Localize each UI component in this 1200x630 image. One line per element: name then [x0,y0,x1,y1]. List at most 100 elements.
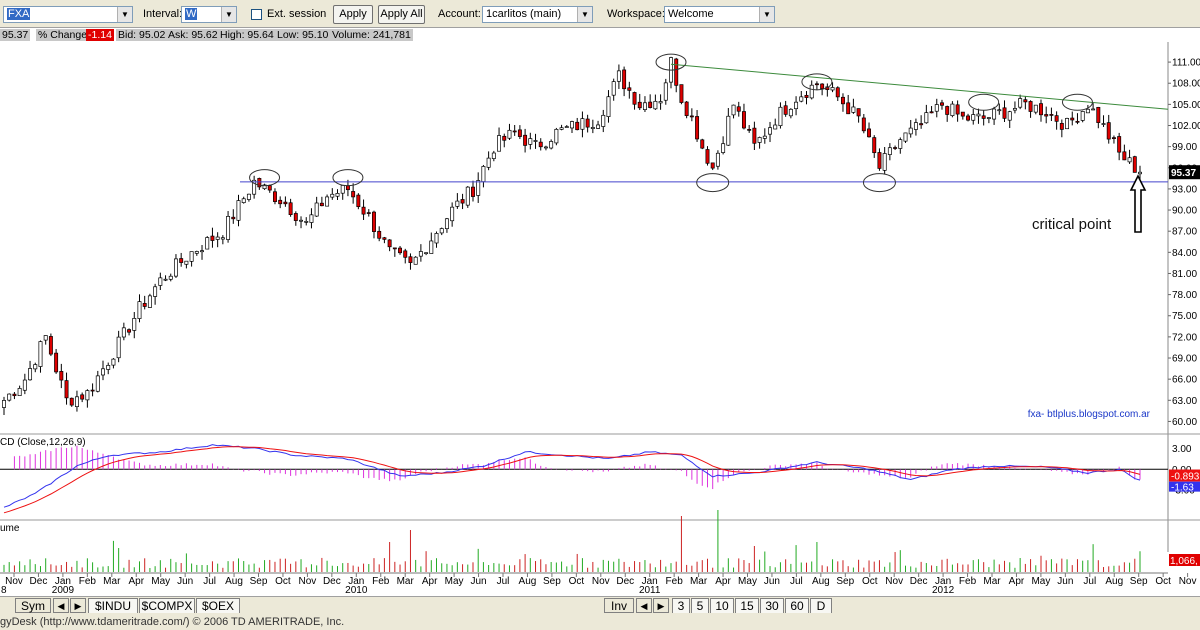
candle-body [590,127,595,129]
macd-pane: 3.000.00-3.00-0.893-1.63 [0,444,1200,521]
signal-value-box [1169,469,1200,482]
candle-body [319,202,324,207]
candle-body [116,336,121,359]
chart-area[interactable]: 111.00108.00105.00102.0099.0096.0093.009… [0,42,1200,596]
price-candle [137,294,142,323]
price-candle [200,244,204,260]
price-candle [12,392,17,400]
price-candle [95,370,100,393]
candle-body [512,130,517,133]
price-candle [585,114,590,133]
price-candle [674,57,679,93]
period-15[interactable]: 15 [735,598,759,613]
interval-combo[interactable]: W ▼ [181,6,237,23]
apply-button[interactable]: Apply [333,5,373,24]
price-candle [762,128,767,144]
candle-body [434,233,439,244]
account-combo[interactable]: 1carlitos (main) ▼ [482,6,593,23]
candle-body [54,352,59,373]
period-next-button[interactable]: ▶ [653,598,669,613]
symbol-combo[interactable]: FXA ▼ [3,6,133,23]
price-tick-label: 90.00 [1172,206,1197,217]
candle-body [1122,151,1127,161]
price-candle [887,143,892,161]
candle-body [59,371,64,381]
workspace-combo[interactable]: Welcome ▼ [664,6,775,23]
sym-button[interactable]: Sym [15,598,51,613]
month-label: Jun [1057,576,1073,587]
candle-body [304,220,309,223]
interval-label: Interval: [143,8,183,20]
period-3[interactable]: 3 [672,598,690,613]
candle-body [867,128,871,138]
tab-oex[interactable]: $OEX [196,598,240,613]
apply-all-button[interactable]: Apply All [378,5,425,24]
tab-compx[interactable]: $COMPX [139,598,195,613]
candle-body [804,94,809,98]
chart-background [0,42,1200,596]
candle-body [924,112,929,124]
period-prev-button[interactable]: ◀ [636,598,652,613]
period-5[interactable]: 5 [691,598,709,613]
month-label: Nov [1179,576,1197,587]
price-candle [893,145,898,151]
volume-value-box [1169,554,1200,566]
price-tick-label: 93.00 [1172,184,1197,195]
chevron-down-icon[interactable]: ▼ [117,7,132,22]
sym-next-button[interactable]: ▶ [70,598,86,613]
chevron-down-icon[interactable]: ▼ [577,7,592,22]
candle-body [841,96,845,105]
price-tick-label: 99.00 [1172,142,1197,153]
candle-body [564,126,569,128]
candle-body [111,358,116,366]
price-candle [752,121,757,151]
tab-indu[interactable]: $INDU [88,598,138,613]
month-label: Aug [1105,576,1123,587]
period-60[interactable]: 60 [785,598,809,613]
bottom-bar: Sym ◀ ▶ $INDU $COMPX $OEX Inv ◀ ▶ 3 5 10… [0,596,1200,614]
candle-body [22,379,27,391]
sym-prev-button[interactable]: ◀ [53,598,69,613]
month-label: Mar [690,576,708,587]
price-candle [658,94,663,110]
macd-value-box [1169,481,1200,492]
month-label: Feb [666,576,684,587]
chevron-down-icon[interactable]: ▼ [759,7,774,22]
signal-value-label: -0.893 [1171,472,1200,483]
price-candle [314,196,319,217]
price-candle [1023,96,1028,110]
ext-session-checkbox[interactable] [251,9,262,20]
chevron-down-icon[interactable]: ▼ [221,7,236,22]
watermark: fxa- btlplus.blogspot.com.ar [1028,409,1151,420]
price-candle [450,202,455,227]
period-10[interactable]: 10 [710,598,734,613]
candle-body [992,108,997,120]
candle-body [877,152,882,169]
candle-body [653,100,658,110]
candle-body [741,111,746,129]
price-candle [580,111,585,138]
price-candle [262,183,267,190]
price-tick-label: 105.00 [1172,100,1200,111]
candle-body [471,186,475,197]
month-label: Feb [372,576,390,587]
price-candle [606,90,611,123]
candle-body [481,166,486,183]
price-tick-label: 81.00 [1172,269,1197,280]
period-30[interactable]: 30 [760,598,784,613]
price-candle [64,372,69,405]
candle-body [731,104,736,116]
period-d[interactable]: D [810,598,832,613]
price-candle [601,109,606,133]
candle-body [919,123,924,126]
candle-body [142,303,147,307]
candle-body [361,206,366,215]
candle-body [293,213,298,221]
last-price-box [1169,165,1200,180]
month-label: Jan [642,576,658,587]
inv-button[interactable]: Inv [604,598,634,613]
price-candle [976,108,981,124]
price-candle [1101,115,1106,127]
candle-body [226,216,231,240]
candle-body [830,87,835,91]
